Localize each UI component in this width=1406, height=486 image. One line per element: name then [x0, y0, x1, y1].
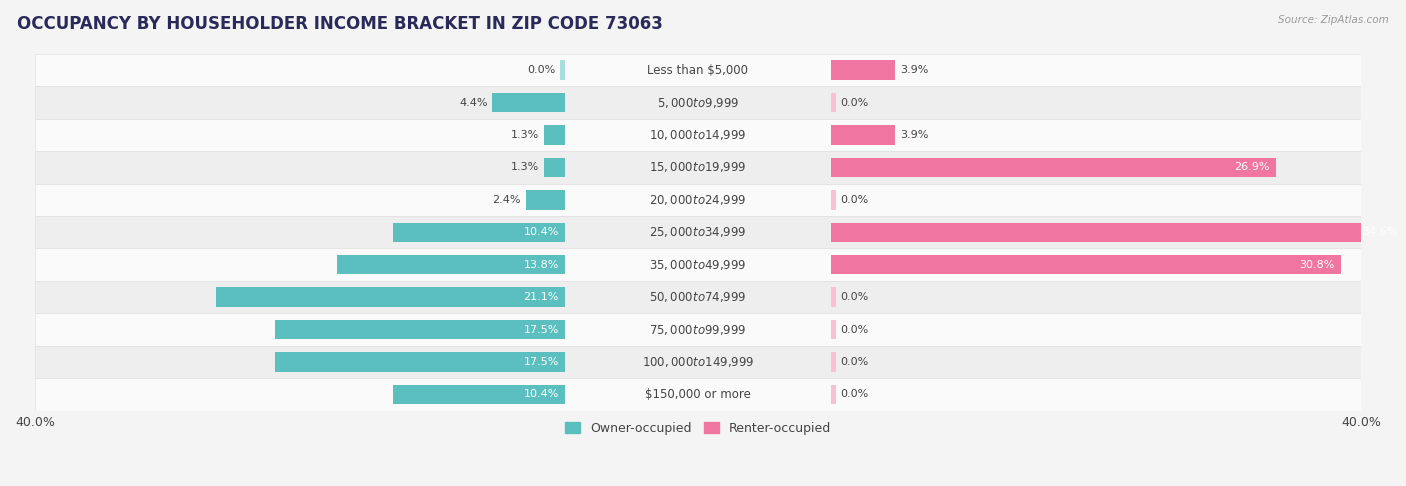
Text: Source: ZipAtlas.com: Source: ZipAtlas.com [1278, 15, 1389, 25]
Text: 26.9%: 26.9% [1234, 162, 1270, 173]
Bar [831, 157, 1277, 177]
Bar [276, 352, 565, 372]
Bar [831, 93, 835, 112]
Text: 34.6%: 34.6% [1362, 227, 1398, 237]
Text: 1.3%: 1.3% [510, 130, 538, 140]
Bar [831, 223, 1405, 242]
Text: 2.4%: 2.4% [492, 195, 520, 205]
Text: $25,000 to $34,999: $25,000 to $34,999 [650, 226, 747, 239]
Bar [831, 320, 835, 339]
Bar [831, 60, 896, 80]
Bar [544, 157, 565, 177]
Bar [561, 60, 565, 80]
Text: 0.0%: 0.0% [527, 65, 555, 75]
Text: 4.4%: 4.4% [458, 98, 488, 107]
Bar [394, 385, 565, 404]
Bar [831, 352, 835, 372]
Legend: Owner-occupied, Renter-occupied: Owner-occupied, Renter-occupied [560, 417, 837, 440]
Text: 0.0%: 0.0% [841, 325, 869, 334]
Bar [35, 151, 1361, 184]
Bar [35, 54, 1361, 87]
Bar [336, 255, 565, 275]
Text: $10,000 to $14,999: $10,000 to $14,999 [650, 128, 747, 142]
Bar [35, 346, 1361, 378]
Text: 0.0%: 0.0% [841, 98, 869, 107]
Bar [831, 287, 835, 307]
Bar [35, 248, 1361, 281]
Bar [35, 313, 1361, 346]
Text: 3.9%: 3.9% [900, 130, 928, 140]
Bar [831, 385, 835, 404]
Text: 0.0%: 0.0% [841, 195, 869, 205]
Bar [526, 190, 565, 209]
Text: 13.8%: 13.8% [523, 260, 558, 270]
Bar [544, 125, 565, 145]
Bar [492, 93, 565, 112]
Bar [831, 125, 896, 145]
Text: $5,000 to $9,999: $5,000 to $9,999 [657, 96, 740, 109]
Bar [35, 281, 1361, 313]
Bar [35, 87, 1361, 119]
Text: 0.0%: 0.0% [841, 389, 869, 399]
Text: 30.8%: 30.8% [1299, 260, 1334, 270]
Bar [394, 223, 565, 242]
Text: $20,000 to $24,999: $20,000 to $24,999 [650, 193, 747, 207]
Bar [35, 184, 1361, 216]
Text: 0.0%: 0.0% [841, 357, 869, 367]
Text: 21.1%: 21.1% [523, 292, 558, 302]
Text: 17.5%: 17.5% [523, 357, 558, 367]
Text: OCCUPANCY BY HOUSEHOLDER INCOME BRACKET IN ZIP CODE 73063: OCCUPANCY BY HOUSEHOLDER INCOME BRACKET … [17, 15, 662, 33]
Text: $35,000 to $49,999: $35,000 to $49,999 [650, 258, 747, 272]
Text: $100,000 to $149,999: $100,000 to $149,999 [641, 355, 754, 369]
Text: 3.9%: 3.9% [900, 65, 928, 75]
Bar [215, 287, 565, 307]
Text: 1.3%: 1.3% [510, 162, 538, 173]
Bar [35, 119, 1361, 151]
Bar [276, 320, 565, 339]
Text: $50,000 to $74,999: $50,000 to $74,999 [650, 290, 747, 304]
Text: 0.0%: 0.0% [841, 292, 869, 302]
Text: Less than $5,000: Less than $5,000 [648, 64, 748, 77]
Bar [35, 216, 1361, 248]
Text: 10.4%: 10.4% [523, 389, 558, 399]
Text: $75,000 to $99,999: $75,000 to $99,999 [650, 323, 747, 337]
Bar [831, 255, 1341, 275]
Text: 17.5%: 17.5% [523, 325, 558, 334]
Text: 10.4%: 10.4% [523, 227, 558, 237]
Bar [35, 378, 1361, 411]
Text: $150,000 or more: $150,000 or more [645, 388, 751, 401]
Bar [831, 190, 835, 209]
Text: $15,000 to $19,999: $15,000 to $19,999 [650, 160, 747, 174]
